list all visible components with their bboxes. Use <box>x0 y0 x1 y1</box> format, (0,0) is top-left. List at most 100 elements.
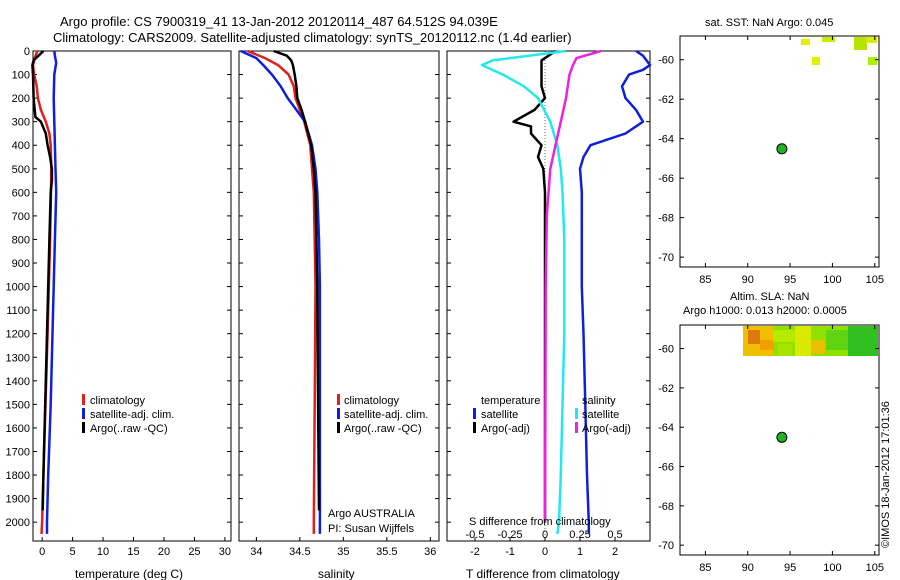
x-tick-label: 34.5 <box>289 546 310 558</box>
sla-cell <box>760 340 774 350</box>
x-tick-label: 1 <box>577 546 583 558</box>
legend-swatch-satellite <box>337 408 340 419</box>
lat-tick-label: -66 <box>658 462 674 474</box>
legend-swatch-t-satellite <box>473 408 476 419</box>
legend-label-climatology: climatology <box>90 395 146 407</box>
legend-label-t-argo: Argo(-adj) <box>481 423 530 435</box>
sst-cell <box>868 57 877 65</box>
legend-swatch-climatology <box>82 394 85 405</box>
depth-tick-label: 1700 <box>6 446 30 458</box>
legend-swatch-satellite <box>82 408 85 419</box>
lon-tick-label: 100 <box>823 274 841 286</box>
depth-tick-label: 1100 <box>6 305 30 317</box>
s-tick-label: 0 <box>542 529 548 541</box>
depth-tick-label: 1900 <box>6 494 30 506</box>
legend-label-satellite: satellite-adj. clim. <box>90 409 174 421</box>
lat-tick-label: -62 <box>658 94 674 106</box>
salinity-xlabel: salinity <box>318 567 355 580</box>
depth-tick-label: 2000 <box>6 517 30 529</box>
x-tick-label: 35.5 <box>376 546 397 558</box>
depth-tick-label: 1800 <box>6 470 30 482</box>
legend-label-s-argo: Argo(-adj) <box>582 423 631 435</box>
lon-tick-label: 90 <box>742 562 754 574</box>
legend-swatch-s-argo <box>575 422 578 433</box>
s-difference-axis: -0.5 -0.25 0 0.25 0.5 <box>466 529 623 541</box>
sst-title: sat. SST: NaN Argo: 0.045 <box>705 17 833 29</box>
depth-tick-label: 1300 <box>6 352 30 364</box>
s-tick-label: -0.5 <box>466 529 485 541</box>
sla-cell <box>811 340 825 354</box>
sst-cell <box>801 39 810 45</box>
x-tick-label: 5 <box>70 546 76 558</box>
lat-tick-label: -66 <box>658 173 674 185</box>
lat-tick-label: -64 <box>658 134 674 146</box>
x-tick-label: 34 <box>250 546 262 558</box>
legend-swatch-t-argo <box>473 422 476 433</box>
sla-cell <box>778 344 792 356</box>
series-line-s-argo-adj- <box>543 49 602 523</box>
sla-title: Altim. SLA: NaN <box>730 291 810 303</box>
salinity-panel: 34 34.5 35 35.5 36 salinity climatology sate… <box>238 49 440 580</box>
lat-tick-label: -70 <box>658 540 674 552</box>
temperature-xlabel: temperature (deg C) <box>75 567 183 580</box>
sla-field <box>743 326 878 356</box>
depth-tick-label: 900 <box>12 258 30 270</box>
salinity-series <box>240 49 322 534</box>
depth-tick-label: 600 <box>12 187 30 199</box>
sla-cell <box>848 326 878 356</box>
temperature-panel: 0100200300400500600700800900100011001200… <box>6 46 232 580</box>
sla-axes: 85 90 95 100 105 -60 -62 -64 -66 -68 -70 <box>658 325 884 574</box>
x-tick-label: 30 <box>219 546 231 558</box>
lon-tick-label: 95 <box>784 274 796 286</box>
depth-tick-label: 0 <box>24 46 30 58</box>
sla-cell <box>826 330 848 350</box>
s-difference-xlabel: S difference from climatology <box>469 516 611 528</box>
s-tick-label: -0.25 <box>497 529 522 541</box>
x-tick-label: 0 <box>39 546 45 558</box>
legend-label-climatology: climatology <box>344 395 400 407</box>
legend-header-temperature: temperature <box>481 395 540 407</box>
x-tick-label: 25 <box>188 546 200 558</box>
lon-tick-label: 85 <box>699 274 711 286</box>
legend-swatch-s-satellite <box>575 408 578 419</box>
sla-cell <box>773 330 795 342</box>
argo-pi-label: PI: Susan Wijffels <box>328 523 414 535</box>
s-tick-label: 0.5 <box>607 529 622 541</box>
lat-tick-label: -64 <box>658 422 674 434</box>
legend-swatch-argo <box>82 422 85 433</box>
sst-cells <box>801 37 877 65</box>
sla-map-panel: Altim. SLA: NaN Argo h1000: 0.013 h2000:… <box>658 291 884 574</box>
x-tick-label: 2 <box>612 546 618 558</box>
lon-tick-label: 85 <box>699 562 711 574</box>
legend-label-s-satellite: satellite <box>582 409 619 421</box>
legend-swatch-argo <box>337 422 340 433</box>
series-line-s-satellite <box>480 49 567 535</box>
title-line-2: Climatology: CARS2009. Satellite-adjuste… <box>53 30 572 45</box>
legend-header-salinity: salinity <box>582 395 616 407</box>
series-line-argo-raw-qc- <box>273 49 321 511</box>
depth-tick-label: 100 <box>12 70 30 82</box>
s-tick-label: 0.25 <box>569 529 590 541</box>
x-tick-label: 10 <box>97 546 109 558</box>
x-tick-label: -2 <box>470 546 480 558</box>
lat-tick-label: -70 <box>658 252 674 264</box>
lon-tick-label: 105 <box>866 562 884 574</box>
series-line-argo-raw-qc- <box>31 50 54 511</box>
depth-tick-label: 400 <box>12 140 30 152</box>
series-line-satellite-adj-clim- <box>240 49 322 534</box>
sst-axes: 85 90 95 100 105 -60 -62 -64 -66 -68 -70 <box>658 36 884 286</box>
sst-frame <box>679 35 880 268</box>
difference-x-axis: -2 -1 0 1 2 <box>447 50 650 558</box>
temperature-x-axis: 0 5 10 15 20 25 30 <box>39 537 231 558</box>
sla-frame <box>679 324 880 556</box>
lat-tick-label: -68 <box>658 213 674 225</box>
argo-position-marker <box>776 143 788 155</box>
x-tick-label: 0 <box>542 546 548 558</box>
sla-cell <box>748 330 760 344</box>
depth-tick-label: 800 <box>12 234 30 246</box>
lat-tick-label: -60 <box>658 344 674 356</box>
temperature-legend: climatology satellite-adj. clim. Argo(..… <box>82 394 174 435</box>
lon-tick-label: 95 <box>784 562 796 574</box>
temperature-frame <box>32 50 232 542</box>
